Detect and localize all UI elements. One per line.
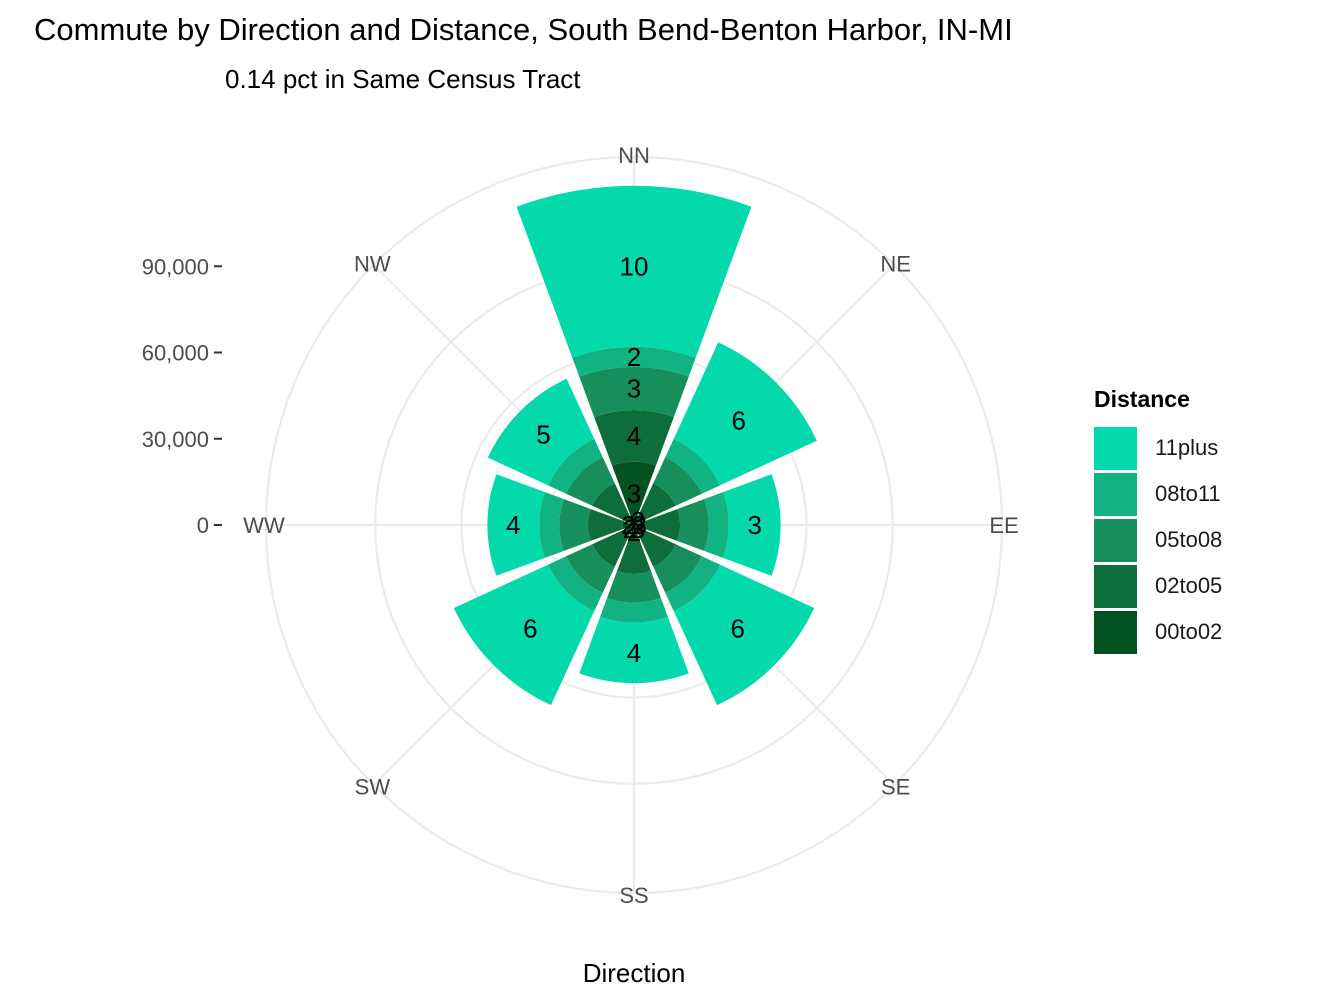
bar-EE-08to11 bbox=[704, 492, 729, 558]
direction-label-SE: SE bbox=[881, 775, 910, 800]
legend-item-08to11: 08to11 bbox=[1094, 471, 1222, 517]
chart-subtitle: 0.14 pct in Same Census Tract bbox=[225, 64, 581, 94]
direction-label-NN: NN bbox=[618, 143, 650, 168]
legend: Distance 11plus 08to11 05to08 02to05 00to02 bbox=[1094, 386, 1222, 655]
bar-NE-02to05 bbox=[638, 483, 676, 521]
legend-swatch bbox=[1094, 472, 1137, 516]
bar-label-WW-00to02: 2 bbox=[621, 510, 635, 540]
bar-label-NN-00to02: 3 bbox=[627, 478, 641, 508]
legend-label: 08to11 bbox=[1155, 481, 1221, 506]
bar-label-SE-11plus: 6 bbox=[730, 614, 744, 644]
bar-label-SS-11plus: 4 bbox=[627, 638, 641, 668]
bar-SE-00to02 bbox=[634, 525, 645, 536]
legend-swatch bbox=[1094, 610, 1137, 654]
legend-swatch bbox=[1094, 564, 1137, 608]
bar-NW-05to08 bbox=[566, 457, 615, 506]
y-tick-label: 90,000 bbox=[142, 254, 209, 279]
bar-WW-02to05 bbox=[588, 509, 624, 541]
legend-label: 00to02 bbox=[1155, 619, 1223, 644]
legend-items: 11plus 08to11 05to08 02to05 00to02 bbox=[1094, 425, 1222, 655]
bar-WW-08to11 bbox=[539, 492, 564, 558]
bar-SW-02to05 bbox=[592, 529, 630, 567]
bar-SE-05to08 bbox=[653, 544, 702, 593]
bar-label-NE-11plus: 6 bbox=[731, 405, 745, 435]
bar-label-NN-02to05: 4 bbox=[627, 421, 641, 451]
bar-NN-02to05 bbox=[594, 409, 674, 466]
bar-label-NN-08to11: 2 bbox=[627, 342, 641, 372]
bar-label-NN-05to08: 3 bbox=[627, 373, 641, 403]
legend-item-11plus: 11plus bbox=[1094, 425, 1222, 471]
bar-NW-11plus bbox=[487, 378, 595, 486]
direction-label-SW: SW bbox=[355, 775, 391, 800]
legend-label: 02to05 bbox=[1155, 573, 1223, 598]
bar-label-SW-00to02: 2 bbox=[623, 514, 637, 544]
bar-NN-08to11 bbox=[572, 346, 696, 377]
bar-SW-11plus bbox=[453, 564, 595, 706]
bar-NE-08to11 bbox=[665, 438, 721, 494]
bar-label-SS-00to02: 2 bbox=[627, 517, 641, 547]
bar-SW-00to02 bbox=[623, 525, 634, 536]
bar-NW-00to02 bbox=[623, 514, 634, 525]
bar-SE-08to11 bbox=[665, 556, 721, 612]
bar-EE-11plus bbox=[723, 474, 781, 576]
bar-SE-02to05 bbox=[638, 529, 676, 567]
direction-label-NW: NW bbox=[354, 251, 391, 276]
bar-NE-05to08 bbox=[653, 457, 702, 506]
bar-NE-11plus bbox=[673, 342, 817, 486]
bar-NE-00to02 bbox=[634, 514, 645, 525]
direction-label-SS: SS bbox=[619, 883, 648, 908]
bar-label-NW-11plus: 5 bbox=[536, 420, 550, 450]
bar-EE-00to02 bbox=[634, 521, 646, 529]
legend-item-05to08: 05to08 bbox=[1094, 517, 1222, 563]
bar-WW-05to08 bbox=[559, 499, 591, 551]
legend-item-00to02: 00to02 bbox=[1094, 609, 1222, 655]
bar-label-EE-00to02: 3 bbox=[633, 510, 647, 540]
bar-label-NE-00to02: 3 bbox=[631, 506, 645, 536]
bar-label-NN-11plus: 10 bbox=[620, 251, 649, 281]
y-tick-label: 0 bbox=[197, 513, 209, 538]
bar-SS-11plus bbox=[579, 616, 689, 684]
direction-label-EE: EE bbox=[989, 513, 1018, 538]
x-axis-title: Direction bbox=[582, 958, 686, 988]
legend-title: Distance bbox=[1094, 386, 1190, 412]
bar-SS-08to11 bbox=[600, 597, 668, 623]
bar-SW-05to08 bbox=[566, 544, 615, 593]
y-tick-label: 60,000 bbox=[142, 341, 209, 366]
bar-label-SE-00to02: 3 bbox=[631, 514, 645, 544]
bar-NN-11plus bbox=[516, 185, 752, 358]
bar-SS-02to05 bbox=[617, 538, 651, 574]
bar-label-WW-11plus: 4 bbox=[506, 510, 520, 540]
legend-label: 11plus bbox=[1155, 435, 1219, 460]
legend-item-02to05: 02to05 bbox=[1094, 563, 1222, 609]
legend-swatch bbox=[1094, 518, 1137, 562]
bar-SE-11plus bbox=[673, 564, 815, 706]
legend-swatch bbox=[1094, 426, 1137, 470]
bar-EE-05to08 bbox=[677, 499, 709, 551]
bar-NN-05to08 bbox=[579, 366, 689, 418]
bar-WW-11plus bbox=[487, 474, 545, 576]
direction-label-NE: NE bbox=[880, 251, 911, 276]
y-tick-label: 30,000 bbox=[142, 427, 209, 452]
chart-title: Commute by Direction and Distance, South… bbox=[34, 12, 1013, 47]
bar-label-EE-11plus: 3 bbox=[748, 510, 762, 540]
bar-layer bbox=[453, 185, 817, 706]
bar-EE-02to05 bbox=[644, 509, 680, 541]
bar-NW-02to05 bbox=[592, 483, 630, 521]
bar-NN-00to02 bbox=[612, 461, 656, 525]
bar-SS-05to08 bbox=[607, 570, 661, 603]
bar-SS-00to02 bbox=[629, 525, 639, 540]
direction-label-WW: WW bbox=[243, 513, 285, 538]
bar-label-SW-11plus: 6 bbox=[523, 614, 537, 644]
bar-WW-00to02 bbox=[622, 521, 634, 529]
legend-label: 05to08 bbox=[1155, 527, 1223, 552]
bar-SW-08to11 bbox=[547, 556, 603, 612]
axis-layer: NN NE EE SE SS SW WW NW 0 30,000 60,000 90,000 bbox=[142, 143, 1019, 908]
bar-NW-08to11 bbox=[547, 438, 603, 494]
